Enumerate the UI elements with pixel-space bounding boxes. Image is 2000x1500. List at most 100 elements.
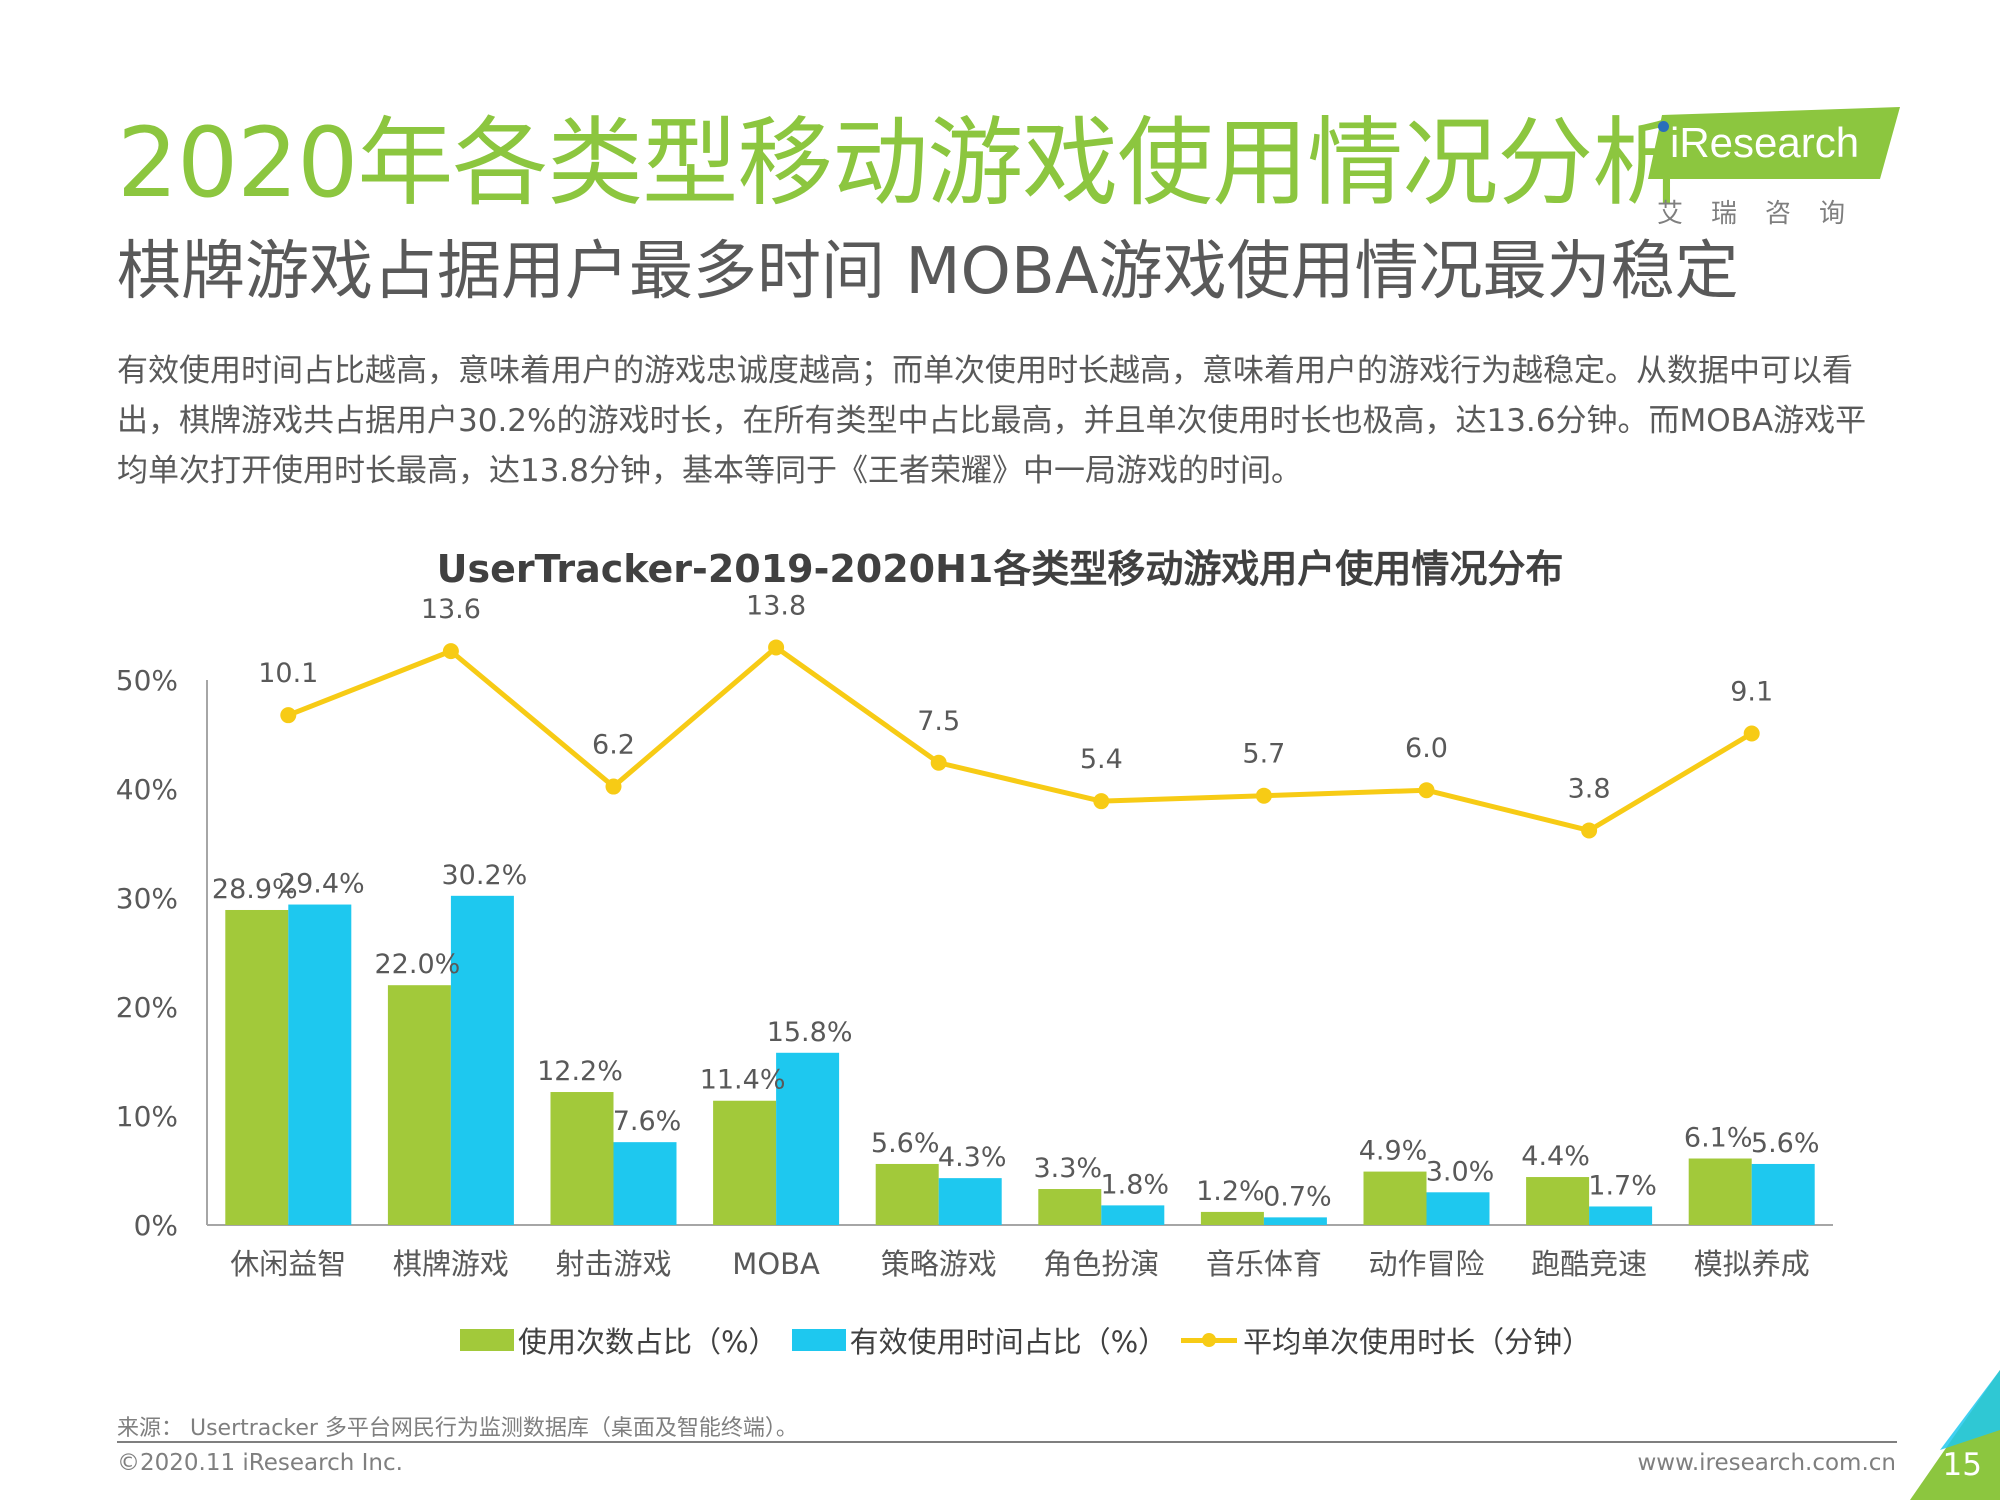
legend-duration-swatch <box>1181 1329 1238 1351</box>
bar-usage <box>875 1163 939 1225</box>
bar-time-label: 1.8% <box>1100 1169 1169 1200</box>
bar-usage-label: 11.4% <box>700 1065 786 1096</box>
chart-title: UserTracker-2019-2020H1各类型移动游戏用户使用情况分布 <box>436 547 1564 591</box>
bar-time <box>450 895 514 1225</box>
duration-line <box>287 644 1753 833</box>
page-title: 2020年各类型移动游戏使用情况分析 <box>117 107 1688 219</box>
bar-usage-label: 5.6% <box>871 1128 940 1159</box>
source-note: 来源： Usertracker 多平台网民行为监测数据库（桌面及智能终端）。 <box>117 1416 798 1441</box>
bar-usage-label: 4.4% <box>1521 1141 1590 1172</box>
bar-usage <box>1526 1177 1590 1225</box>
bar-usage <box>225 909 289 1225</box>
bar-time <box>1426 1192 1490 1225</box>
duration-label: 6.0 <box>1405 733 1448 764</box>
bar-time <box>1101 1205 1165 1225</box>
bar-usage <box>1200 1211 1264 1225</box>
duration-label: 13.8 <box>746 590 806 621</box>
duration-point <box>605 778 622 795</box>
bar-time-label: 30.2% <box>442 860 528 891</box>
duration-point <box>280 707 297 724</box>
page-number: 15 <box>1942 1447 1982 1483</box>
iresearch-logo: iResearch <box>1648 107 1900 179</box>
y-tick-label: 30% <box>116 882 178 915</box>
bar-usage-label: 1.2% <box>1196 1176 1265 1207</box>
corner-decoration <box>1910 1370 2000 1500</box>
duration-point <box>1418 782 1435 799</box>
bar-time <box>288 904 352 1225</box>
x-tick-label: MOBA <box>732 1247 820 1281</box>
legend-usage-swatch <box>460 1329 514 1351</box>
bar-usage-label: 4.9% <box>1359 1136 1428 1167</box>
duration-point <box>442 643 459 660</box>
bar-usage <box>1363 1171 1427 1225</box>
bar-time-label: 1.7% <box>1588 1170 1657 1201</box>
usage-chart: 0% 10% 20% 30% 40% 50% 28.9%29.4% 休闲益智 22.0% 30.2… <box>116 590 1833 1281</box>
logo-chinese-text: 艾瑞咨询 <box>1657 199 1874 229</box>
duration-label: 10.1 <box>258 658 318 689</box>
x-tick-label: 模拟养成 <box>1694 1247 1810 1281</box>
duration-point <box>1093 793 1110 810</box>
website-url: www.iresearch.com.cn <box>1637 1450 1897 1476</box>
bar-time <box>938 1178 1002 1225</box>
legend-time-swatch <box>791 1329 846 1351</box>
x-tick-label: 休闲益智 <box>230 1247 346 1281</box>
legend-time-label: 有效使用时间占比（%） <box>849 1325 1168 1359</box>
bar-time-label: 7.6% <box>613 1106 682 1137</box>
bar-time <box>1751 1163 1815 1225</box>
duration-label: 6.2 <box>592 730 635 761</box>
bar-time <box>1263 1217 1327 1225</box>
bar-usage-label: 22.0% <box>375 949 461 980</box>
bar-usage <box>1038 1189 1102 1225</box>
duration-label: 3.8 <box>1568 773 1611 804</box>
bar-usage <box>713 1100 777 1225</box>
x-tick-label: 策略游戏 <box>881 1247 997 1281</box>
bar-usage <box>550 1092 614 1225</box>
footer-divider <box>117 1441 1897 1443</box>
duration-point <box>1581 822 1598 839</box>
duration-label: 7.5 <box>917 706 960 737</box>
y-tick-label: 10% <box>116 1100 178 1133</box>
logo-text: iResearch <box>1670 119 1860 166</box>
bar-time-label: 5.6% <box>1751 1128 1820 1159</box>
x-tick-label: 棋牌游戏 <box>393 1247 509 1281</box>
logo-dot-icon <box>1658 121 1669 132</box>
duration-label: 9.1 <box>1730 676 1773 707</box>
bar-usage-label: 12.2% <box>537 1056 623 1087</box>
logo-parallelogram <box>1648 107 1900 179</box>
bar-usage-label: 3.3% <box>1033 1153 1102 1184</box>
y-tick-label: 0% <box>134 1209 178 1242</box>
bar-usage-label: 28.9% <box>212 874 298 905</box>
bar-usage <box>387 985 451 1225</box>
duration-label: 5.4 <box>1080 744 1123 775</box>
bar-usage <box>1688 1158 1752 1225</box>
intro-paragraph: 有效使用时间占比越高，意味着用户的游戏忠诚度越高；而单次使用时长越高，意味着用户… <box>117 353 1867 489</box>
legend-duration-label: 平均单次使用时长（分钟） <box>1243 1325 1592 1359</box>
chart-legend: 使用次数占比（%） 有效使用时间占比（%） 平均单次使用时长（分钟） <box>460 1318 1605 1362</box>
x-tick-label: 跑酷竞速 <box>1531 1247 1647 1281</box>
bar-time <box>1589 1206 1653 1225</box>
copyright: ©2020.11 iResearch Inc. <box>117 1450 403 1476</box>
x-tick-label: 动作冒险 <box>1368 1247 1484 1281</box>
bar-time <box>613 1142 677 1225</box>
bar-time-label: 15.8% <box>767 1017 853 1048</box>
x-tick-label: 角色扮演 <box>1043 1247 1159 1281</box>
duration-label: 13.6 <box>421 594 481 625</box>
bar-time <box>776 1052 840 1225</box>
page-subtitle: 棋牌游戏占据用户最多时间 MOBA游戏使用情况最为稳定 <box>117 235 1739 309</box>
duration-point <box>1743 725 1760 742</box>
legend-item-time: 有效使用时间占比（%） <box>791 1319 1168 1361</box>
duration-point <box>1255 787 1272 804</box>
duration-label: 5.7 <box>1242 739 1285 770</box>
y-tick-label: 40% <box>116 773 178 806</box>
bar-usage-label: 6.1% <box>1684 1123 1753 1154</box>
duration-point <box>768 639 785 656</box>
legend-usage-label: 使用次数占比（%） <box>518 1325 778 1359</box>
bar-time-label: 29.4% <box>279 869 365 900</box>
x-tick-label: 音乐体育 <box>1206 1247 1322 1281</box>
bar-time-label: 3.0% <box>1426 1156 1495 1187</box>
legend-item-usage: 使用次数占比（%） <box>460 1319 778 1361</box>
bar-time-label: 0.7% <box>1263 1181 1332 1212</box>
duration-point <box>930 754 947 771</box>
y-tick-label: 50% <box>116 664 178 697</box>
bar-time-label: 4.3% <box>938 1142 1007 1173</box>
